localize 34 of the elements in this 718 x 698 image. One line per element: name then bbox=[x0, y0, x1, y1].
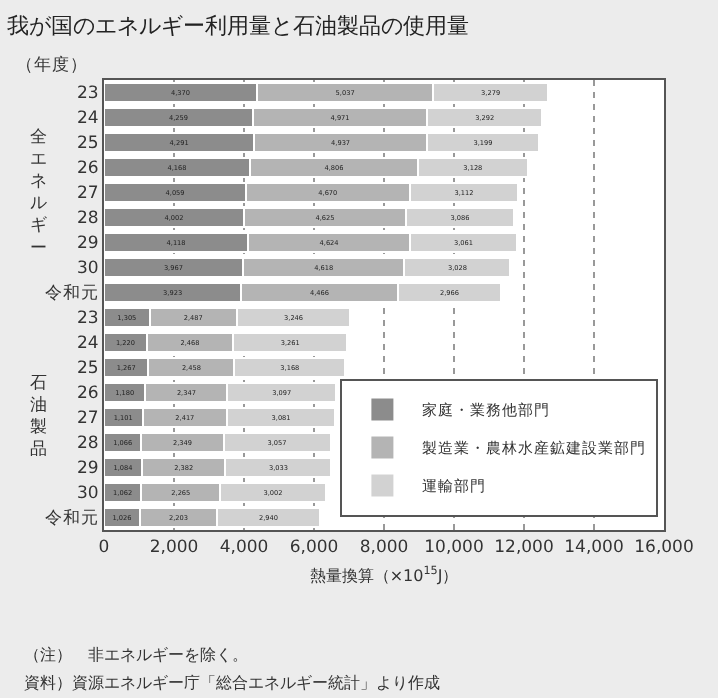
x-tick-label: 14,000 bbox=[564, 538, 624, 559]
y-tick-label: 27 bbox=[76, 184, 99, 205]
x-tick-label: 8,000 bbox=[359, 538, 409, 559]
y-tick-label: 24 bbox=[76, 334, 99, 355]
y-tick-label: 29 bbox=[76, 234, 99, 255]
y-tick-label: 25 bbox=[76, 359, 99, 380]
text: （年度） bbox=[16, 54, 88, 76]
y-tick-label: 24 bbox=[76, 109, 99, 130]
x-tick-label: 6,000 bbox=[289, 538, 339, 559]
y-tick-label: 令和元 bbox=[44, 507, 99, 530]
y-tick-label: 30 bbox=[76, 259, 99, 280]
y-tick-label: 令和元 bbox=[44, 282, 99, 305]
x-tick-label: 16,000 bbox=[634, 538, 694, 559]
x-axis-title: 熱量換算（×10$^{15}$J） bbox=[309, 563, 459, 585]
x-tick-label: 0 bbox=[98, 538, 110, 559]
y-tick-label: 28 bbox=[76, 434, 99, 455]
x-tick-label: 12,000 bbox=[494, 538, 554, 559]
y-tick-label: 26 bbox=[76, 159, 99, 180]
chart-title: 我が国のエネルギー利用量と石油製品の使用量 bbox=[7, 12, 470, 39]
text: 全エネルギー bbox=[30, 126, 48, 259]
text: 資料）資源エネルギー庁「総合エネルギー統計」より作成 bbox=[24, 674, 440, 692]
y-tick-label: 27 bbox=[76, 409, 99, 430]
y-tick-label: 28 bbox=[76, 209, 99, 230]
x-tick-label: 4,000 bbox=[219, 538, 269, 559]
y-tick-label: 23 bbox=[76, 309, 99, 330]
x-tick-label: 10,000 bbox=[424, 538, 484, 559]
text: （注） 非エネルギーを除く。 bbox=[24, 646, 248, 664]
x-tick-label: 2,000 bbox=[149, 538, 199, 559]
y-tick-label: 29 bbox=[76, 459, 99, 480]
y-tick-label: 26 bbox=[76, 384, 99, 405]
y-tick-label: 30 bbox=[76, 484, 99, 505]
y-tick-label: 25 bbox=[76, 134, 99, 155]
text: 石油製品 bbox=[30, 374, 48, 461]
y-tick-label: 23 bbox=[76, 84, 99, 105]
